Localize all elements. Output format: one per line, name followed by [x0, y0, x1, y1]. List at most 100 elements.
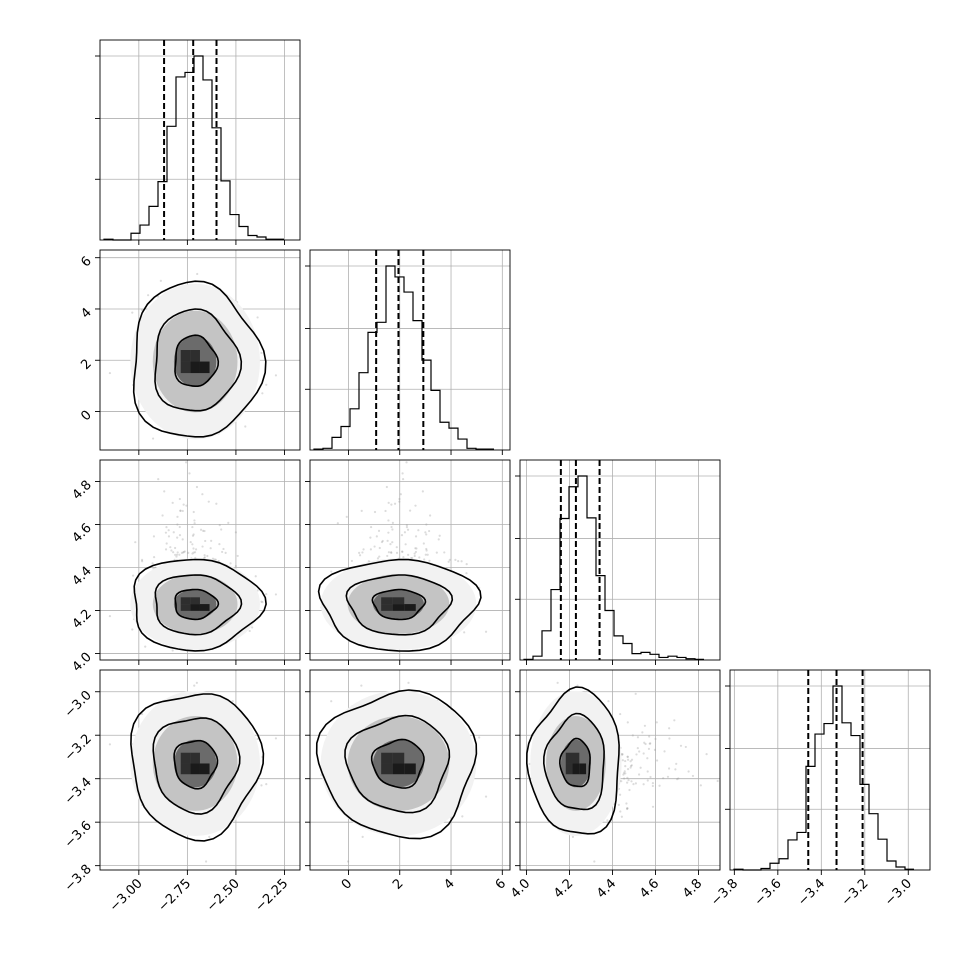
scatter-point	[179, 509, 182, 512]
contour-line	[154, 574, 243, 636]
scatter-point	[164, 548, 168, 551]
scatter-point	[448, 558, 451, 561]
x-tick-label: −3.2	[839, 876, 872, 909]
scatter-point	[261, 392, 264, 395]
scatter-point	[403, 531, 407, 534]
scatter-point	[256, 316, 259, 319]
y-tick-label: 0	[78, 408, 94, 424]
scatter-point	[192, 551, 195, 554]
scatter-point	[175, 555, 178, 558]
scatter-point	[203, 556, 206, 559]
scatter-point	[390, 551, 393, 554]
density-cell	[381, 604, 393, 611]
scatter-point	[400, 533, 404, 537]
scatter-point	[425, 549, 428, 552]
scatter-point	[178, 533, 182, 537]
scatter-point	[385, 485, 388, 489]
scatter-point	[424, 553, 427, 556]
scatter-point	[391, 521, 394, 525]
scatter-point	[108, 371, 112, 375]
scatter-point	[358, 551, 361, 554]
scatter-point	[183, 550, 186, 553]
hist-axes-0	[95, 40, 300, 245]
contour-line	[174, 588, 220, 621]
density-cell	[180, 350, 191, 362]
scatter-point	[387, 501, 390, 504]
scatter-point	[399, 493, 402, 496]
panel-frame-1-0	[99, 249, 301, 451]
density-cell	[381, 597, 393, 605]
scatter-point	[390, 525, 393, 529]
scatter-point	[345, 515, 348, 518]
scatter-point	[414, 550, 418, 554]
scatter-point	[465, 572, 468, 575]
y-tick-label: −3.6	[62, 818, 95, 851]
scatter-point	[401, 472, 404, 475]
scatter-point	[174, 546, 177, 550]
scatter-point	[265, 383, 268, 386]
scatter-point	[360, 509, 363, 512]
density-cell	[180, 597, 191, 605]
scatter-point	[350, 559, 354, 563]
histogram-3	[733, 685, 914, 871]
density-cell	[180, 361, 191, 374]
scatter-point	[410, 557, 413, 560]
scatter-point	[171, 501, 174, 504]
scatter-point	[395, 546, 398, 549]
scatter-point	[465, 562, 468, 566]
scatter-point	[176, 523, 179, 526]
scatter-point	[172, 531, 175, 534]
scatter-point	[213, 558, 216, 561]
scatter-point	[193, 522, 196, 525]
scatter-point	[167, 535, 171, 538]
x-tick-label: −3.8	[708, 876, 741, 909]
scatter-point	[390, 503, 393, 506]
contour-line	[154, 308, 243, 412]
scatter-point	[147, 294, 150, 297]
hist-axes-2	[515, 460, 720, 665]
scatter-point	[236, 554, 239, 558]
scatter-point	[405, 526, 409, 529]
scatter-point	[170, 549, 173, 552]
scatter-point	[157, 478, 160, 481]
scatter-point	[176, 551, 179, 554]
scatter-point	[193, 551, 197, 554]
scatter-point	[454, 558, 457, 562]
scatter-point	[209, 547, 212, 550]
scatter-point	[362, 548, 365, 551]
scatter-point	[140, 712, 144, 716]
scatter-point	[401, 478, 405, 481]
scatter-point	[210, 539, 213, 542]
density-cell	[404, 604, 416, 611]
scatter-point	[172, 551, 175, 554]
scatter-point	[191, 525, 194, 529]
scatter-point	[418, 556, 421, 559]
scatter-point	[134, 541, 137, 544]
scatter-point	[171, 649, 174, 652]
scatter-point	[192, 547, 195, 550]
x-tick-label: −2.50	[204, 876, 243, 915]
scatter-point	[151, 437, 155, 440]
hist-frame-1	[309, 249, 511, 451]
scatter-point	[274, 374, 278, 377]
scatter-point	[376, 557, 380, 560]
scatter-point	[369, 548, 372, 551]
y-tick-label: 2	[78, 356, 94, 372]
scatter-point	[215, 502, 218, 505]
scatter-point	[178, 497, 181, 501]
scatter-point	[429, 514, 432, 517]
y-tick-label: 6	[78, 254, 94, 270]
scatter-point	[191, 534, 195, 537]
contour-line	[174, 334, 220, 387]
scatter-point	[193, 519, 196, 522]
panel-frame-2-0	[99, 459, 301, 661]
scatter-point	[438, 534, 441, 537]
scatter-point	[224, 551, 227, 554]
y-tick-label: 4.8	[70, 478, 95, 503]
scatter-point	[336, 522, 339, 525]
scatter-point	[185, 461, 188, 464]
scatter-point	[201, 545, 204, 548]
scatter-point	[152, 556, 156, 559]
histogram-1	[313, 265, 494, 450]
scatter-point	[220, 528, 223, 531]
